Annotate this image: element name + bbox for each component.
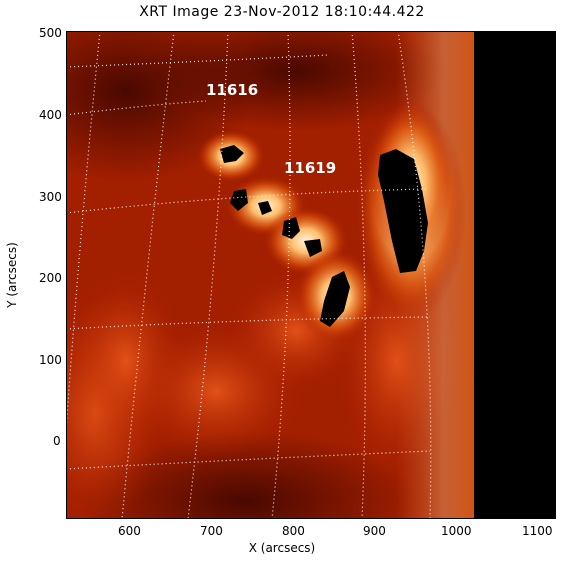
y-tick-label: 0 [53,434,61,448]
image-title: XRT Image 23-Nov-2012 18:10:44.422 [139,4,425,20]
y-tick-label: 200 [39,271,62,285]
saturated-core [220,145,244,163]
y-tick-label: 300 [39,190,62,204]
saturated-core [230,189,248,211]
x-tick-label: 1100 [522,524,553,538]
y-axis-label: Y (arcsecs) [5,242,19,308]
x-tick-label: 600 [118,524,141,538]
x-tick-label: 900 [363,524,386,538]
x-tick-label: 800 [282,524,305,538]
y-tick-label: 100 [39,353,62,367]
heliographic-grid [66,31,432,519]
space-region [474,31,556,519]
saturated-core [378,149,428,273]
plot-frame [66,31,556,519]
x-axis-label: X (arcsecs) [248,541,316,555]
saturated-core [258,201,272,215]
solar-emission [66,31,474,519]
y-tick-label: 400 [39,108,62,122]
x-tick-label: 700 [200,524,223,538]
region-label: 11619 [284,159,336,177]
x-tick-label: 1000 [441,524,472,538]
saturated-core [320,271,350,327]
region-label: 11616 [206,81,258,99]
solar-image-plot: 11616 11619 [66,31,556,519]
y-tick-label: 500 [39,26,62,40]
saturated-core [304,239,322,257]
saturated-core [282,217,300,239]
